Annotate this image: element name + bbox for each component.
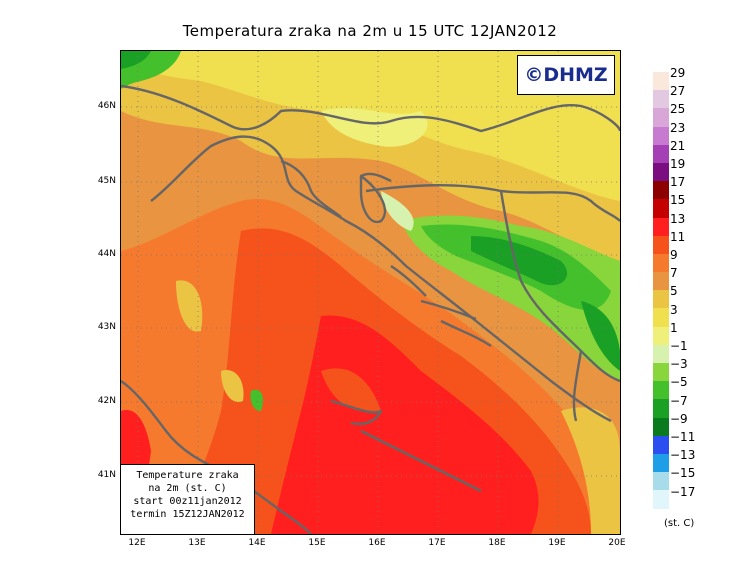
lat-label-45n: 45N <box>97 176 116 186</box>
legend-swatch <box>653 217 669 236</box>
temperature-field <box>121 51 620 534</box>
lon-label-14e: 14E <box>248 538 266 548</box>
legend-swatch <box>653 199 669 218</box>
lat-label-42n: 42N <box>97 396 116 406</box>
legend-swatch <box>653 290 669 309</box>
legend-label: 5 <box>670 284 678 299</box>
lon-label-16e: 16E <box>368 538 386 548</box>
legend-label: 25 <box>670 102 686 117</box>
legend-label: 15 <box>670 193 686 208</box>
legend-swatch <box>653 399 669 418</box>
legend-label: 21 <box>670 138 686 153</box>
legend-label: 19 <box>670 157 686 171</box>
lon-label-19e: 19E <box>548 538 566 548</box>
legend-swatch <box>653 326 669 345</box>
legend-swatch <box>653 72 669 91</box>
legend-label: 29 <box>670 66 686 80</box>
color-legend <box>653 72 669 509</box>
lon-label-12e: 12E <box>128 538 146 548</box>
legend-swatch <box>653 472 669 491</box>
legend-swatch <box>653 162 669 182</box>
map-info-box: Temperature zraka na 2m (st. C) start 00… <box>121 464 255 534</box>
lon-label-18e: 18E <box>488 538 506 548</box>
legend-swatch <box>653 253 669 273</box>
legend-label: 27 <box>670 84 686 99</box>
legend-swatch <box>653 363 669 382</box>
legend-swatch <box>653 235 669 254</box>
legend-swatch <box>653 90 669 109</box>
legend-label: −3 <box>670 357 688 372</box>
legend-swatch <box>653 308 669 327</box>
legend-label: 9 <box>670 248 678 262</box>
legend-label: −17 <box>670 484 696 499</box>
legend-label: 11 <box>670 229 686 244</box>
legend-swatch <box>653 490 669 509</box>
legend-swatch <box>653 381 669 400</box>
legend-swatch <box>653 272 669 291</box>
legend-label: −11 <box>670 430 696 444</box>
legend-label: −9 <box>670 411 688 426</box>
lon-label-13e: 13E <box>188 538 206 548</box>
lat-label-44n: 44N <box>97 249 116 259</box>
legend-swatch <box>653 181 669 200</box>
legend-label: 3 <box>670 302 678 317</box>
legend-label: 13 <box>670 211 686 226</box>
legend-label: 17 <box>670 175 686 190</box>
legend-swatch <box>653 126 669 145</box>
lon-label-20e: 20E <box>608 538 626 548</box>
legend-label: 1 <box>670 320 678 335</box>
lon-label-17e: 17E <box>428 538 446 548</box>
lat-label-43n: 43N <box>97 322 116 332</box>
legend-swatch <box>653 435 669 454</box>
lat-label-41n: 41N <box>97 470 116 480</box>
info-line-2: na 2m (st. C) <box>148 483 227 494</box>
lat-label-46n: 46N <box>97 101 116 111</box>
lon-label-15e: 15E <box>308 538 326 548</box>
legend-label: −5 <box>670 375 688 390</box>
legend-unit: (st. C) <box>664 518 695 529</box>
legend-label: −7 <box>670 393 688 408</box>
legend-label: 23 <box>670 120 686 135</box>
legend-swatch <box>653 453 669 473</box>
legend-label: −13 <box>670 448 696 463</box>
legend-label: 7 <box>670 266 678 281</box>
legend-label: −1 <box>670 339 688 353</box>
legend-swatch <box>653 144 669 163</box>
legend-label: −15 <box>670 466 696 481</box>
temperature-map: ©DHMZ Temperature zraka na 2m (st. C) st… <box>120 50 621 535</box>
info-line-4: termin 15Z12JAN2012 <box>130 509 245 520</box>
dhmz-copyright: ©DHMZ <box>517 55 615 95</box>
info-line-3: start 00z11jan2012 <box>133 496 242 507</box>
legend-swatch <box>653 344 669 363</box>
legend-swatch <box>653 417 669 436</box>
legend-swatch <box>653 108 669 127</box>
info-line-1: Temperature zraka <box>136 470 239 481</box>
map-title: Temperatura zraka na 2m u 15 UTC 12JAN20… <box>182 22 558 40</box>
